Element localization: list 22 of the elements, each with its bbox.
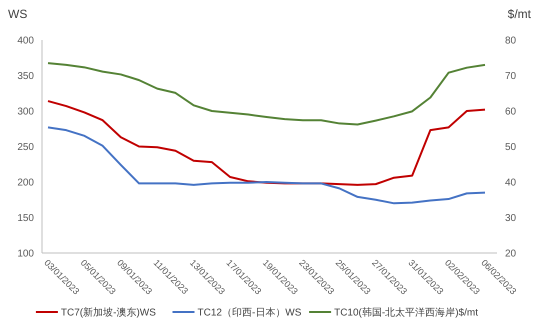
- y2-tick-label: 70: [505, 71, 517, 82]
- y-tick-label: 200: [17, 178, 34, 188]
- line-series: [47, 126, 486, 204]
- y2-tick-label: 80: [505, 36, 517, 46]
- y2-tick-label: 30: [505, 213, 517, 224]
- y-tick-label: 400: [17, 36, 34, 46]
- legend-label: TC12（印西-日本）WS: [198, 306, 302, 318]
- line-series: [47, 62, 486, 126]
- y-tick-label: 350: [17, 71, 34, 82]
- y-tick-label: 250: [17, 142, 34, 153]
- legend-label: TC7(新加坡-澳东)WS: [60, 306, 156, 318]
- y2-tick-label: 20: [505, 248, 517, 260]
- y2-tick-label: 40: [505, 178, 517, 188]
- y2-axis-title: $/mt: [508, 7, 532, 21]
- y2-tick-label: 50: [505, 142, 517, 153]
- y-tick-label: 300: [17, 106, 34, 118]
- y2-tick-label: 60: [505, 106, 517, 118]
- line-series: [47, 100, 486, 186]
- legend-label: TC10(韩国-北太平洋西海岸)$/mt: [334, 306, 478, 318]
- y-tick-label: 100: [17, 248, 34, 260]
- y-axis-title: WS: [8, 7, 28, 21]
- y-tick-label: 150: [17, 213, 34, 224]
